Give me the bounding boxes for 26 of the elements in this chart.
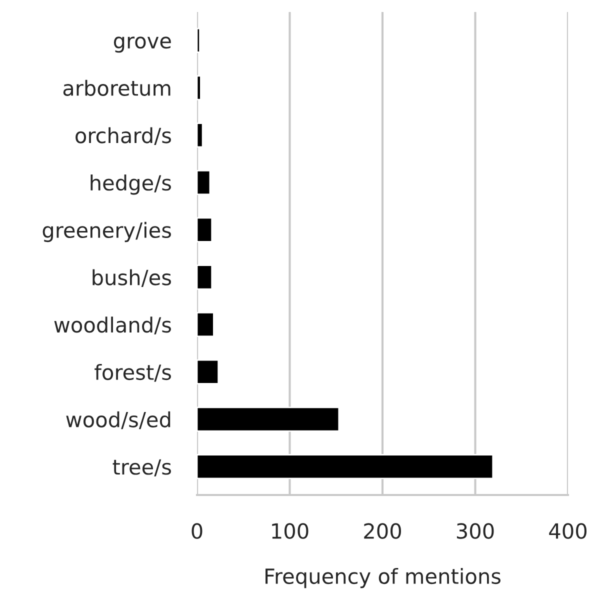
y-tick-label: arboretum	[63, 80, 170, 96]
bar	[197, 264, 213, 290]
y-tick-label: woodland/s	[54, 316, 171, 334]
bar	[197, 359, 220, 384]
y-tick-label: orchard/s	[76, 127, 171, 145]
y-tick-label: tree/s	[112, 459, 171, 476]
bar	[197, 454, 494, 480]
x-tick-label: 0	[192, 523, 202, 539]
bar	[197, 170, 211, 196]
x-tick-label: 100	[272, 523, 308, 539]
y-tick-label: forest/s	[94, 364, 171, 382]
bar	[197, 217, 213, 242]
bar	[197, 312, 214, 338]
bar	[197, 75, 202, 100]
y-tick-label: bush/es	[92, 269, 171, 288]
bar	[197, 28, 200, 53]
x-tick-label: 300	[456, 523, 494, 539]
x-tick-label: 400	[549, 523, 586, 539]
y-tick-label: wood/s/ed	[66, 411, 170, 430]
y-tick-label: hedge/s	[90, 174, 171, 195]
x-axis-title: Frequency of mentions	[266, 568, 500, 588]
y-tick-label: grove	[114, 36, 171, 53]
bar	[197, 122, 204, 148]
bar	[197, 406, 340, 432]
x-tick-label: 200	[364, 523, 401, 539]
y-tick-label: greenery/ies	[42, 222, 171, 242]
